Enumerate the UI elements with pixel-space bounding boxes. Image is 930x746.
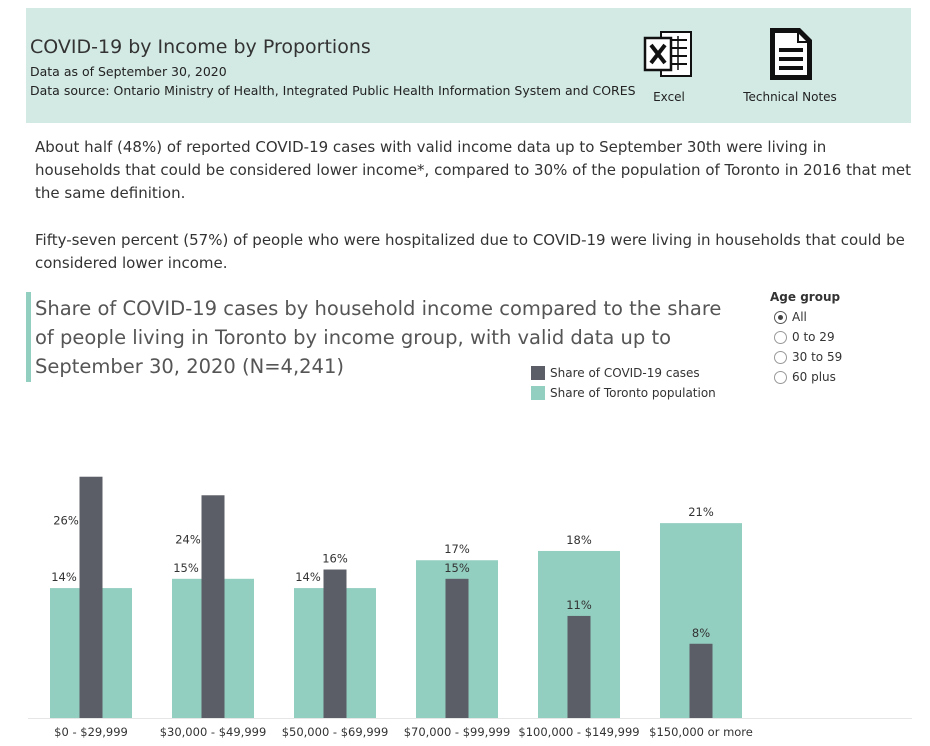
x-tick-label: $30,000 - $49,999 [160, 725, 267, 739]
age-group-title: Age group [770, 290, 841, 304]
cases-bar [445, 578, 469, 718]
cases-bar [689, 643, 713, 718]
population-value-label: 18% [566, 533, 592, 547]
technical-notes-button[interactable]: Technical Notes [738, 26, 842, 104]
age-option-label: 30 to 59 [792, 350, 843, 364]
radio-60-plus[interactable] [774, 370, 787, 384]
cases-value-label: 8% [692, 626, 710, 640]
cases-bar [79, 476, 103, 718]
legend-item-cases: Share of COVID-19 cases [531, 366, 700, 380]
excel-download-button[interactable]: Excel [634, 26, 704, 104]
income-bar-chart: 14% 26% $0 - $29,999 15% 24% $30,000 - $49,99… [28, 476, 912, 739]
population-value-label: 14% [51, 570, 77, 584]
document-icon [770, 28, 812, 80]
summary-paragraph-1: About half (48%) of reported COVID-19 ca… [35, 138, 912, 202]
excel-icon [643, 31, 692, 77]
age-option-label: 0 to 29 [792, 330, 835, 344]
cases-bar [323, 569, 347, 718]
age-option-30-to-59[interactable]: 30 to 59 [770, 347, 842, 367]
age-option-0-to-29[interactable]: 0 to 29 [770, 327, 842, 347]
technical-notes-label: Technical Notes [743, 90, 837, 104]
cases-value-label: 16% [322, 552, 348, 566]
radio-30-to-59[interactable] [774, 350, 787, 364]
legend-swatch-cases [531, 366, 545, 380]
chart-title-accent [26, 292, 31, 382]
age-group-filter: Age group All 0 to 29 30 to 59 60 plus [770, 290, 842, 387]
x-tick-label: $0 - $29,999 [54, 725, 128, 739]
radio-0-to-29[interactable] [774, 330, 787, 344]
x-tick-label: $150,000 or more [649, 725, 753, 739]
population-value-label: 17% [444, 542, 470, 556]
x-tick-label: $100,000 - $149,999 [518, 725, 639, 739]
population-value-label: 21% [688, 505, 714, 519]
age-option-all[interactable]: All [770, 307, 842, 327]
chart-title: Share of COVID-19 cases by household inc… [35, 297, 722, 378]
x-tick-label: $70,000 - $99,999 [404, 725, 511, 739]
legend-item-population: Share of Toronto population [531, 386, 716, 400]
legend-label-population: Share of Toronto population [550, 386, 716, 400]
age-option-60-plus[interactable]: 60 plus [770, 367, 842, 387]
age-option-label: All [792, 310, 807, 324]
excel-label: Excel [653, 90, 685, 104]
radio-all[interactable] [774, 310, 787, 324]
age-option-label: 60 plus [792, 370, 836, 384]
data-source: Data source: Ontario Ministry of Health,… [30, 83, 636, 98]
cases-value-label: 26% [53, 514, 79, 528]
summary-paragraph-2: Fifty-seven percent (57%) of people who … [35, 231, 905, 272]
cases-value-label: 15% [444, 561, 470, 575]
cases-value-label: 11% [566, 598, 592, 612]
legend-label-cases: Share of COVID-19 cases [550, 366, 700, 380]
cases-bar [567, 615, 591, 718]
cases-value-label: 24% [175, 532, 201, 546]
legend-swatch-population [531, 386, 545, 400]
cases-bar [201, 495, 225, 718]
population-value-label: 14% [295, 570, 321, 584]
population-value-label: 15% [173, 561, 199, 575]
x-tick-label: $50,000 - $69,999 [282, 725, 389, 739]
header-banner: COVID-19 by Income by Proportions Data a… [26, 8, 911, 123]
page-title: COVID-19 by Income by Proportions [30, 36, 371, 58]
data-date: Data as of September 30, 2020 [30, 64, 227, 79]
